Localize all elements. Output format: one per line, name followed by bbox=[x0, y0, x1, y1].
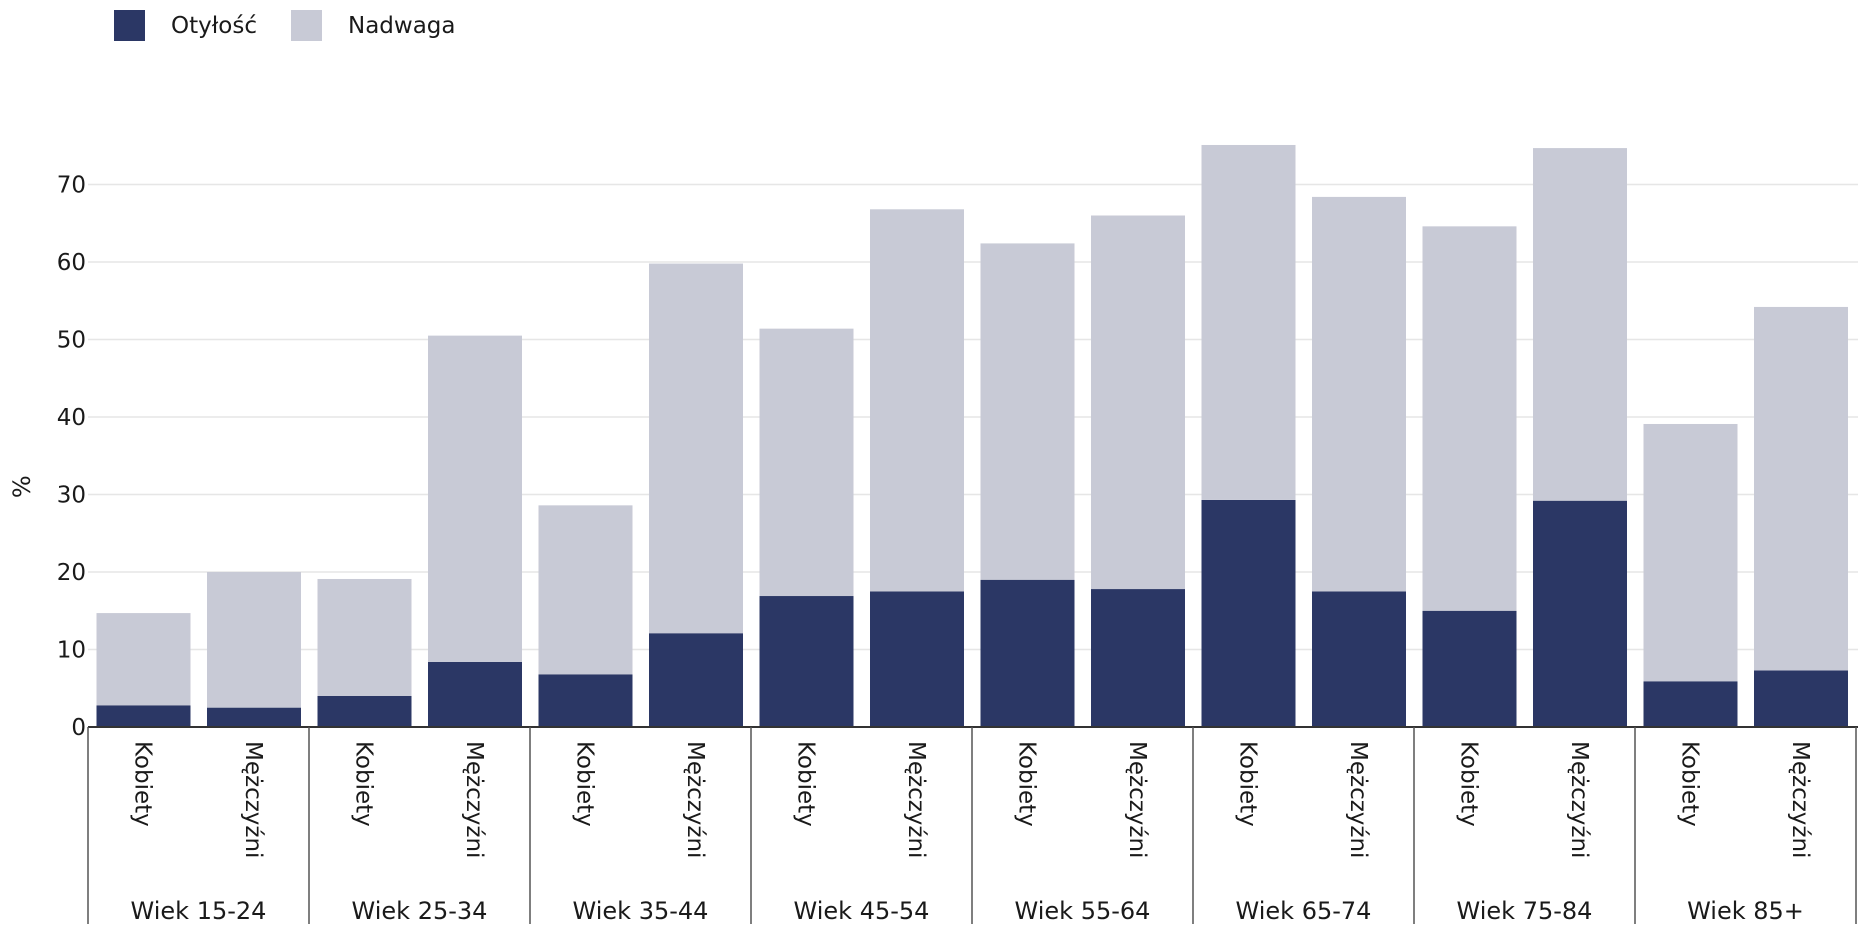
bar-obesity[interactable] bbox=[538, 674, 633, 727]
bar-obesity[interactable] bbox=[649, 633, 743, 727]
bar-overweight[interactable] bbox=[1091, 215, 1185, 590]
bar-obesity[interactable] bbox=[1201, 499, 1296, 727]
bar-obesity[interactable] bbox=[1422, 610, 1517, 727]
bar-overweight[interactable] bbox=[1643, 423, 1738, 682]
x-subcategory-label: Mężczyźni bbox=[240, 741, 266, 858]
x-group-label: Wiek 15-24 bbox=[131, 897, 267, 924]
x-group-label: Wiek 45-54 bbox=[794, 897, 930, 924]
x-subcategory-label: Mężczyźni bbox=[461, 741, 487, 858]
x-subcategory-label: Kobiety bbox=[1235, 741, 1261, 827]
y-tick-label: 10 bbox=[57, 638, 86, 664]
legend-swatch-obesity bbox=[114, 10, 145, 41]
bar-obesity[interactable] bbox=[1312, 591, 1406, 727]
x-group-label: Wiek 65-74 bbox=[1236, 897, 1372, 924]
bar-overweight[interactable] bbox=[759, 328, 854, 597]
y-tick-label: 40 bbox=[57, 405, 86, 431]
bar-overweight[interactable] bbox=[1312, 196, 1406, 592]
bar-overweight[interactable] bbox=[980, 243, 1075, 580]
y-tick-label: 0 bbox=[71, 715, 86, 741]
bar-overweight[interactable] bbox=[1201, 144, 1296, 500]
x-subcategory-label: Kobiety bbox=[1014, 741, 1040, 827]
legend-label-obesity: Otyłość bbox=[171, 12, 257, 39]
bar-obesity[interactable] bbox=[428, 661, 522, 727]
x-subcategory-label: Kobiety bbox=[793, 741, 819, 827]
y-axis-label: % bbox=[8, 475, 36, 498]
bar-obesity[interactable] bbox=[96, 705, 191, 727]
x-subcategory-label: Kobiety bbox=[351, 741, 377, 827]
legend: Otyłość Nadwaga bbox=[114, 10, 489, 41]
bar-overweight[interactable] bbox=[1754, 306, 1848, 671]
x-subcategory-label: Mężczyźni bbox=[903, 741, 929, 858]
bar-obesity[interactable] bbox=[317, 696, 412, 727]
y-tick-label: 50 bbox=[57, 328, 86, 354]
bar-obesity[interactable] bbox=[1754, 670, 1848, 727]
x-subcategory-label: Kobiety bbox=[1677, 741, 1703, 827]
bar-obesity[interactable] bbox=[207, 707, 301, 727]
y-tick-label: 30 bbox=[57, 483, 86, 509]
bar-obesity[interactable] bbox=[980, 579, 1075, 727]
bar-overweight[interactable] bbox=[317, 578, 412, 696]
bar-overweight[interactable] bbox=[538, 505, 633, 675]
bar-obesity[interactable] bbox=[870, 591, 964, 727]
x-group-label: Wiek 75-84 bbox=[1457, 897, 1593, 924]
bar-overweight[interactable] bbox=[96, 613, 191, 706]
x-group-label: Wiek 85+ bbox=[1687, 897, 1804, 924]
legend-swatch-overweight bbox=[290, 10, 322, 41]
x-group-label: Wiek 25-34 bbox=[352, 897, 488, 924]
legend-label-overweight: Nadwaga bbox=[347, 12, 456, 39]
bar-overweight[interactable] bbox=[1422, 226, 1517, 611]
x-subcategory-label: Mężczyźni bbox=[1345, 741, 1371, 858]
legend-item-obesity[interactable]: Otyłość bbox=[114, 10, 257, 41]
y-tick-label: 60 bbox=[57, 250, 86, 276]
x-subcategory-label: Mężczyźni bbox=[1566, 741, 1592, 858]
bar-obesity[interactable] bbox=[1533, 500, 1627, 727]
x-subcategory-label: Kobiety bbox=[572, 741, 598, 827]
x-subcategory-label: Mężczyźni bbox=[1787, 741, 1813, 858]
bar-obesity[interactable] bbox=[1091, 589, 1185, 727]
y-tick-label: 20 bbox=[57, 560, 86, 586]
x-subcategory-label: Kobiety bbox=[130, 741, 156, 827]
x-group-label: Wiek 55-64 bbox=[1015, 897, 1151, 924]
x-group-label: Wiek 35-44 bbox=[573, 897, 709, 924]
y-tick-label: 70 bbox=[57, 173, 86, 199]
bar-obesity[interactable] bbox=[1643, 681, 1738, 727]
bar-overweight[interactable] bbox=[1533, 148, 1627, 501]
bar-overweight[interactable] bbox=[870, 209, 964, 592]
bar-overweight[interactable] bbox=[207, 572, 301, 708]
x-subcategory-label: Mężczyźni bbox=[682, 741, 708, 858]
x-subcategory-label: Kobiety bbox=[1456, 741, 1482, 827]
legend-item-overweight[interactable]: Nadwaga bbox=[290, 10, 456, 41]
bar-overweight[interactable] bbox=[649, 263, 743, 634]
bar-overweight[interactable] bbox=[428, 335, 522, 662]
x-subcategory-label: Mężczyźni bbox=[1124, 741, 1150, 858]
bar-obesity[interactable] bbox=[759, 596, 854, 727]
